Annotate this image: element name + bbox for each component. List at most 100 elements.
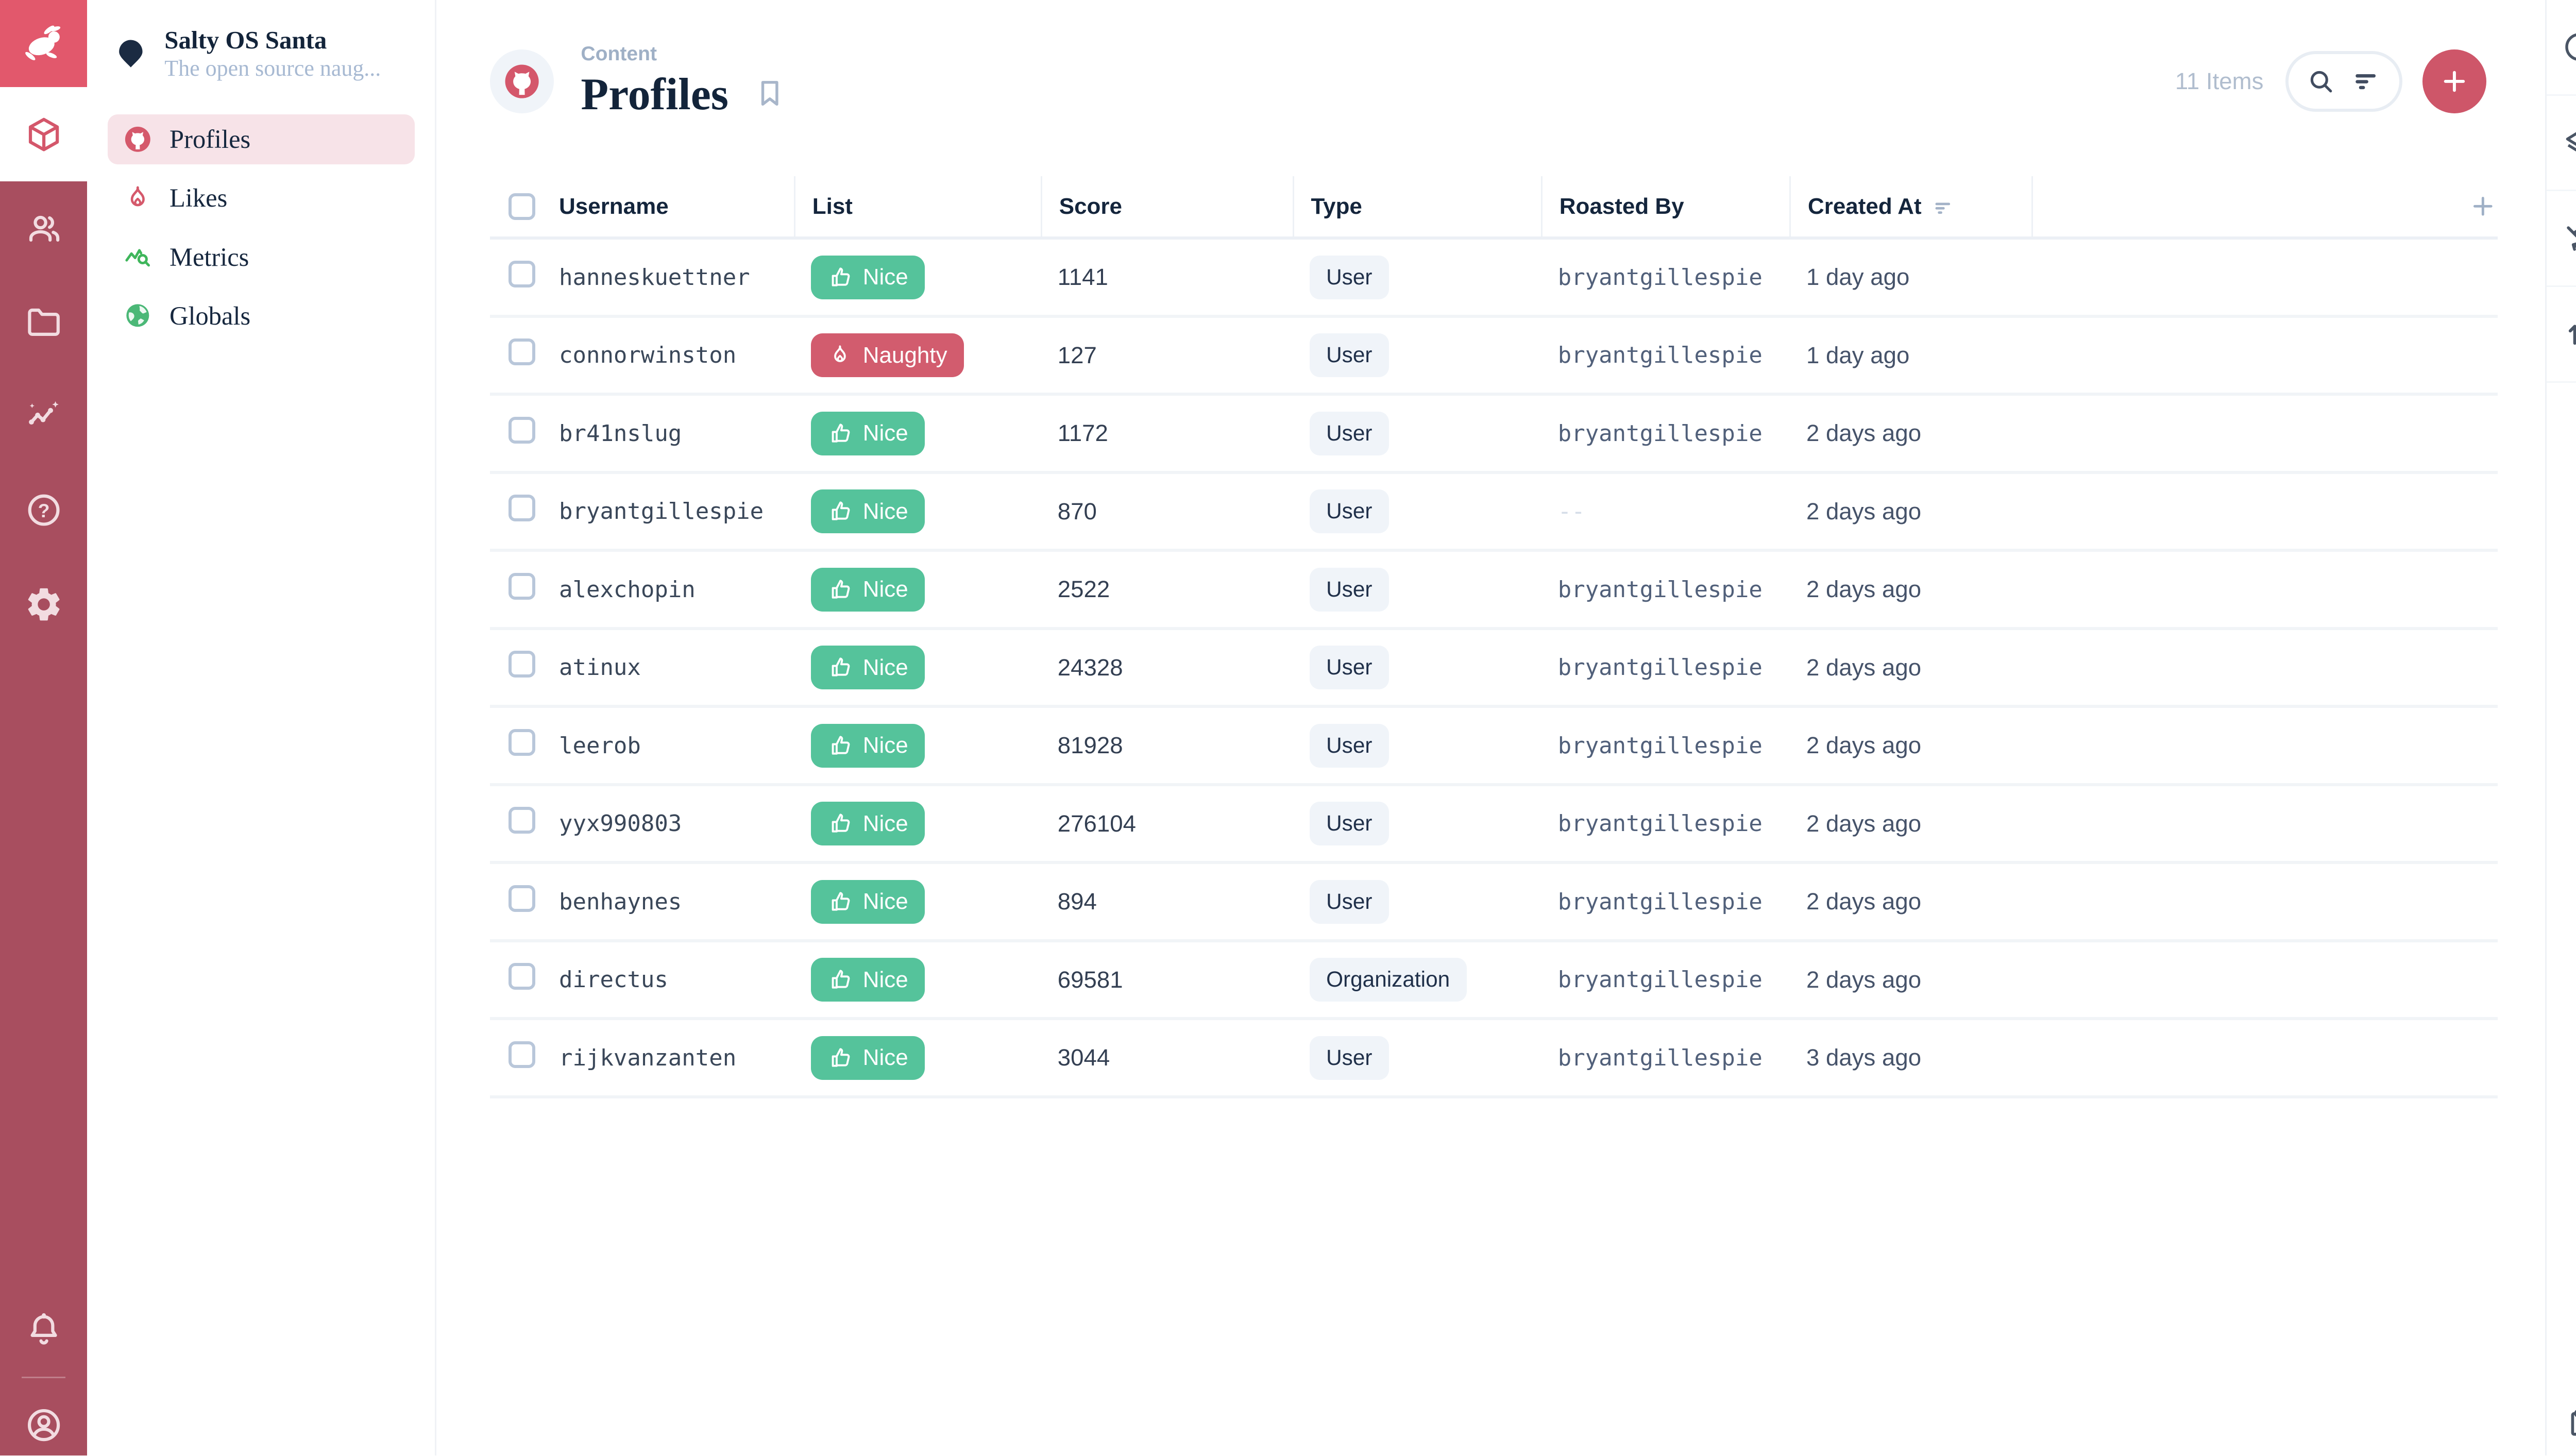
list-chip: Nice bbox=[810, 489, 925, 534]
row-checkbox[interactable] bbox=[509, 260, 536, 287]
list-cell: Naughty bbox=[794, 333, 1041, 378]
list-chip-label: Nice bbox=[862, 420, 908, 446]
column-header-filler bbox=[2031, 176, 2445, 237]
navigation-sidebar: Salty OS Santa The open source naug... P… bbox=[87, 0, 437, 1456]
row-checkbox[interactable] bbox=[509, 651, 536, 678]
notifications-button[interactable] bbox=[0, 1283, 87, 1377]
table-row[interactable]: connorwinston Naughty 127 User bryantgil… bbox=[490, 318, 2498, 396]
column-header-score[interactable]: Score bbox=[1041, 176, 1293, 237]
table-row[interactable]: br41nslug Nice 1172 User bryantgillespie… bbox=[490, 396, 2498, 474]
select-all-checkbox[interactable] bbox=[509, 193, 536, 220]
type-chip: User bbox=[1309, 567, 1389, 612]
github-octocat-icon bbox=[502, 61, 542, 101]
column-header-username[interactable]: Username bbox=[559, 193, 669, 219]
plus-icon bbox=[2444, 71, 2465, 92]
list-cell: Nice bbox=[794, 958, 1041, 1002]
list-cell: Nice bbox=[794, 646, 1041, 690]
module-file-library[interactable] bbox=[0, 275, 87, 369]
collection-avatar bbox=[490, 49, 554, 113]
type-cell: User bbox=[1293, 802, 1541, 846]
nav-item-profiles[interactable]: Profiles bbox=[107, 114, 415, 165]
add-item-button[interactable] bbox=[2422, 49, 2486, 113]
sort-descending-icon bbox=[1931, 196, 1955, 220]
username-cell: connorwinston bbox=[559, 342, 737, 369]
row-checkbox[interactable] bbox=[509, 729, 536, 756]
type-chip: User bbox=[1309, 333, 1389, 378]
table-row[interactable]: yyx990803 Nice 276104 User bryantgillesp… bbox=[490, 786, 2498, 865]
import-export-button[interactable] bbox=[2546, 287, 2576, 383]
logo-button[interactable] bbox=[0, 0, 88, 88]
list-chip-label: Nice bbox=[862, 889, 908, 915]
row-checkbox[interactable] bbox=[509, 416, 536, 444]
layers-button[interactable] bbox=[2546, 96, 2576, 192]
info-button[interactable] bbox=[2546, 0, 2576, 96]
table-row[interactable]: atinux Nice 24328 User bryantgillespie 2… bbox=[490, 630, 2498, 708]
type-cell: User bbox=[1293, 1036, 1541, 1080]
insights-icon bbox=[28, 401, 59, 425]
column-header-created-at[interactable]: Created At bbox=[1789, 176, 2031, 237]
column-header-roasted-by[interactable]: Roasted By bbox=[1541, 176, 1789, 237]
type-cell: User bbox=[1293, 411, 1541, 455]
roasted-by-cell: bryantgillespie bbox=[1557, 654, 1762, 681]
search-button[interactable] bbox=[2302, 65, 2341, 97]
created-at-cell: 1 day ago bbox=[1806, 264, 1910, 291]
table-row[interactable]: alexchopin Nice 2522 User bryantgillespi… bbox=[490, 552, 2498, 630]
score-cell: 127 bbox=[1057, 342, 1097, 368]
module-help[interactable]: ? bbox=[0, 463, 87, 557]
module-insights[interactable] bbox=[0, 369, 87, 463]
row-checkbox[interactable] bbox=[509, 807, 536, 834]
row-select-cell bbox=[490, 1041, 559, 1075]
module-user-directory[interactable] bbox=[0, 181, 87, 275]
table-body: hanneskuettner Nice 1141 User bryantgill… bbox=[490, 240, 2498, 1098]
list-chip: Nice bbox=[810, 723, 925, 768]
add-column-button[interactable] bbox=[2444, 176, 2498, 236]
nav-item-likes[interactable]: Likes bbox=[108, 173, 415, 224]
row-checkbox[interactable] bbox=[509, 495, 536, 522]
list-cell: Nice bbox=[794, 802, 1041, 846]
table-row[interactable]: leerob Nice 81928 User bryantgillespie 2… bbox=[490, 708, 2498, 786]
column-header-type[interactable]: Type bbox=[1292, 176, 1541, 237]
thumb-up-icon bbox=[827, 421, 853, 446]
row-select-cell bbox=[490, 729, 559, 763]
roasted-by-cell: -- bbox=[1557, 498, 1585, 525]
type-chip: User bbox=[1309, 1036, 1389, 1080]
table-row[interactable]: rijkvanzanten Nice 3044 User bryantgille… bbox=[490, 1020, 2498, 1098]
table-row[interactable]: hanneskuettner Nice 1141 User bryantgill… bbox=[490, 240, 2498, 318]
table-row[interactable]: bryantgillespie Nice 870 User -- 2 days … bbox=[490, 474, 2498, 552]
row-checkbox[interactable] bbox=[509, 1041, 536, 1068]
list-chip-label: Naughty bbox=[862, 342, 947, 368]
row-checkbox[interactable] bbox=[509, 338, 536, 366]
row-checkbox[interactable] bbox=[509, 963, 536, 990]
filter-button[interactable] bbox=[2347, 65, 2386, 97]
pending-actions-button[interactable] bbox=[2547, 1392, 2576, 1455]
sync-disabled-button[interactable] bbox=[2546, 191, 2576, 287]
row-checkbox[interactable] bbox=[509, 572, 536, 600]
module-collections[interactable] bbox=[0, 87, 88, 181]
nav-item-label: Profiles bbox=[170, 125, 251, 154]
list-chip: Nice bbox=[810, 958, 925, 1002]
type-cell: User bbox=[1293, 255, 1541, 299]
column-header-created-at-label: Created At bbox=[1807, 193, 1922, 219]
project-header: Salty OS Santa The open source naug... bbox=[87, 0, 435, 108]
column-header-list[interactable]: List bbox=[794, 176, 1041, 237]
table-row[interactable]: benhaynes Nice 894 User bryantgillespie … bbox=[490, 864, 2498, 942]
row-checkbox[interactable] bbox=[509, 885, 536, 912]
row-select-cell bbox=[490, 495, 559, 528]
gear-icon bbox=[28, 588, 60, 621]
module-settings[interactable] bbox=[0, 557, 87, 651]
roasted-by-cell: bryantgillespie bbox=[1557, 967, 1762, 993]
bookmark-button[interactable] bbox=[752, 76, 787, 111]
main-content: Content Profiles 11 Items bbox=[438, 0, 2545, 1455]
info-icon bbox=[2565, 33, 2576, 61]
nav-item-globals[interactable]: Globals bbox=[108, 291, 415, 341]
nav-item-metrics[interactable]: Metrics bbox=[108, 232, 415, 282]
table-row[interactable]: directus Nice 69581 Organization bryantg… bbox=[490, 942, 2498, 1021]
type-cell: User bbox=[1293, 567, 1541, 612]
search-icon bbox=[2311, 71, 2332, 93]
table-header-row: Username List Score Type Roasted By Crea… bbox=[490, 176, 2498, 240]
nav-item-label: Metrics bbox=[170, 242, 249, 272]
account-button[interactable] bbox=[0, 1378, 87, 1455]
plus-icon bbox=[2473, 197, 2493, 216]
thumb-up-icon bbox=[827, 655, 853, 680]
score-cell: 276104 bbox=[1057, 810, 1136, 837]
